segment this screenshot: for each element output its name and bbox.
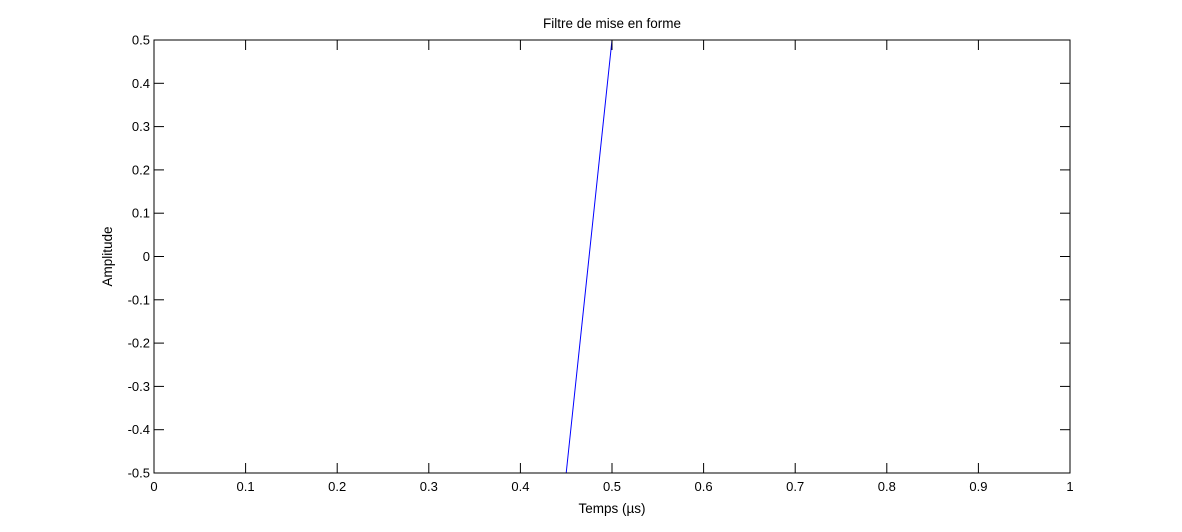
x-tick-label: 0.6	[695, 479, 713, 494]
series-line-0	[565, 39, 613, 474]
y-axis-title: Amplitude	[100, 226, 115, 286]
y-tick-label: -0.5	[128, 466, 150, 481]
plot-area	[154, 40, 1070, 473]
y-tick-label: 0.3	[132, 119, 150, 134]
x-tick-label: 0.8	[878, 479, 896, 494]
x-tick-label: 0.1	[237, 479, 255, 494]
y-tick-label: -0.4	[128, 422, 150, 437]
y-tick-label: 0.4	[132, 76, 150, 91]
y-tick-label: -0.3	[128, 379, 150, 394]
series-layer	[565, 39, 613, 474]
plot-frame	[153, 39, 1071, 474]
x-tick-label: 0.9	[969, 479, 987, 494]
y-tick-label: 0.2	[132, 162, 150, 177]
x-tick-label: 0.2	[328, 479, 346, 494]
x-tick-label: 0.4	[511, 479, 529, 494]
y-tick-label: 0	[143, 249, 150, 264]
tick-layer: 0 0.1 0.2 0.3 0.4 0.5 0.6 0.7 0.8 0.9 1 -0.5 -0.4 -0.…	[128, 33, 1074, 495]
y-tick-label: 0.1	[132, 206, 150, 221]
x-tick-label: 0.7	[786, 479, 804, 494]
y-tick-label: 0.5	[132, 33, 150, 48]
x-tick-label: 0.5	[603, 479, 621, 494]
x-axis-title: Temps (µs)	[578, 501, 645, 516]
x-tick-label: 0	[150, 479, 157, 494]
chart-title: Filtre de mise en forme	[543, 16, 681, 31]
x-tick-label: 0.3	[420, 479, 438, 494]
x-tick-label: 1	[1066, 479, 1073, 494]
y-tick-label: -0.2	[128, 336, 150, 351]
y-tick-label: -0.1	[128, 292, 150, 307]
